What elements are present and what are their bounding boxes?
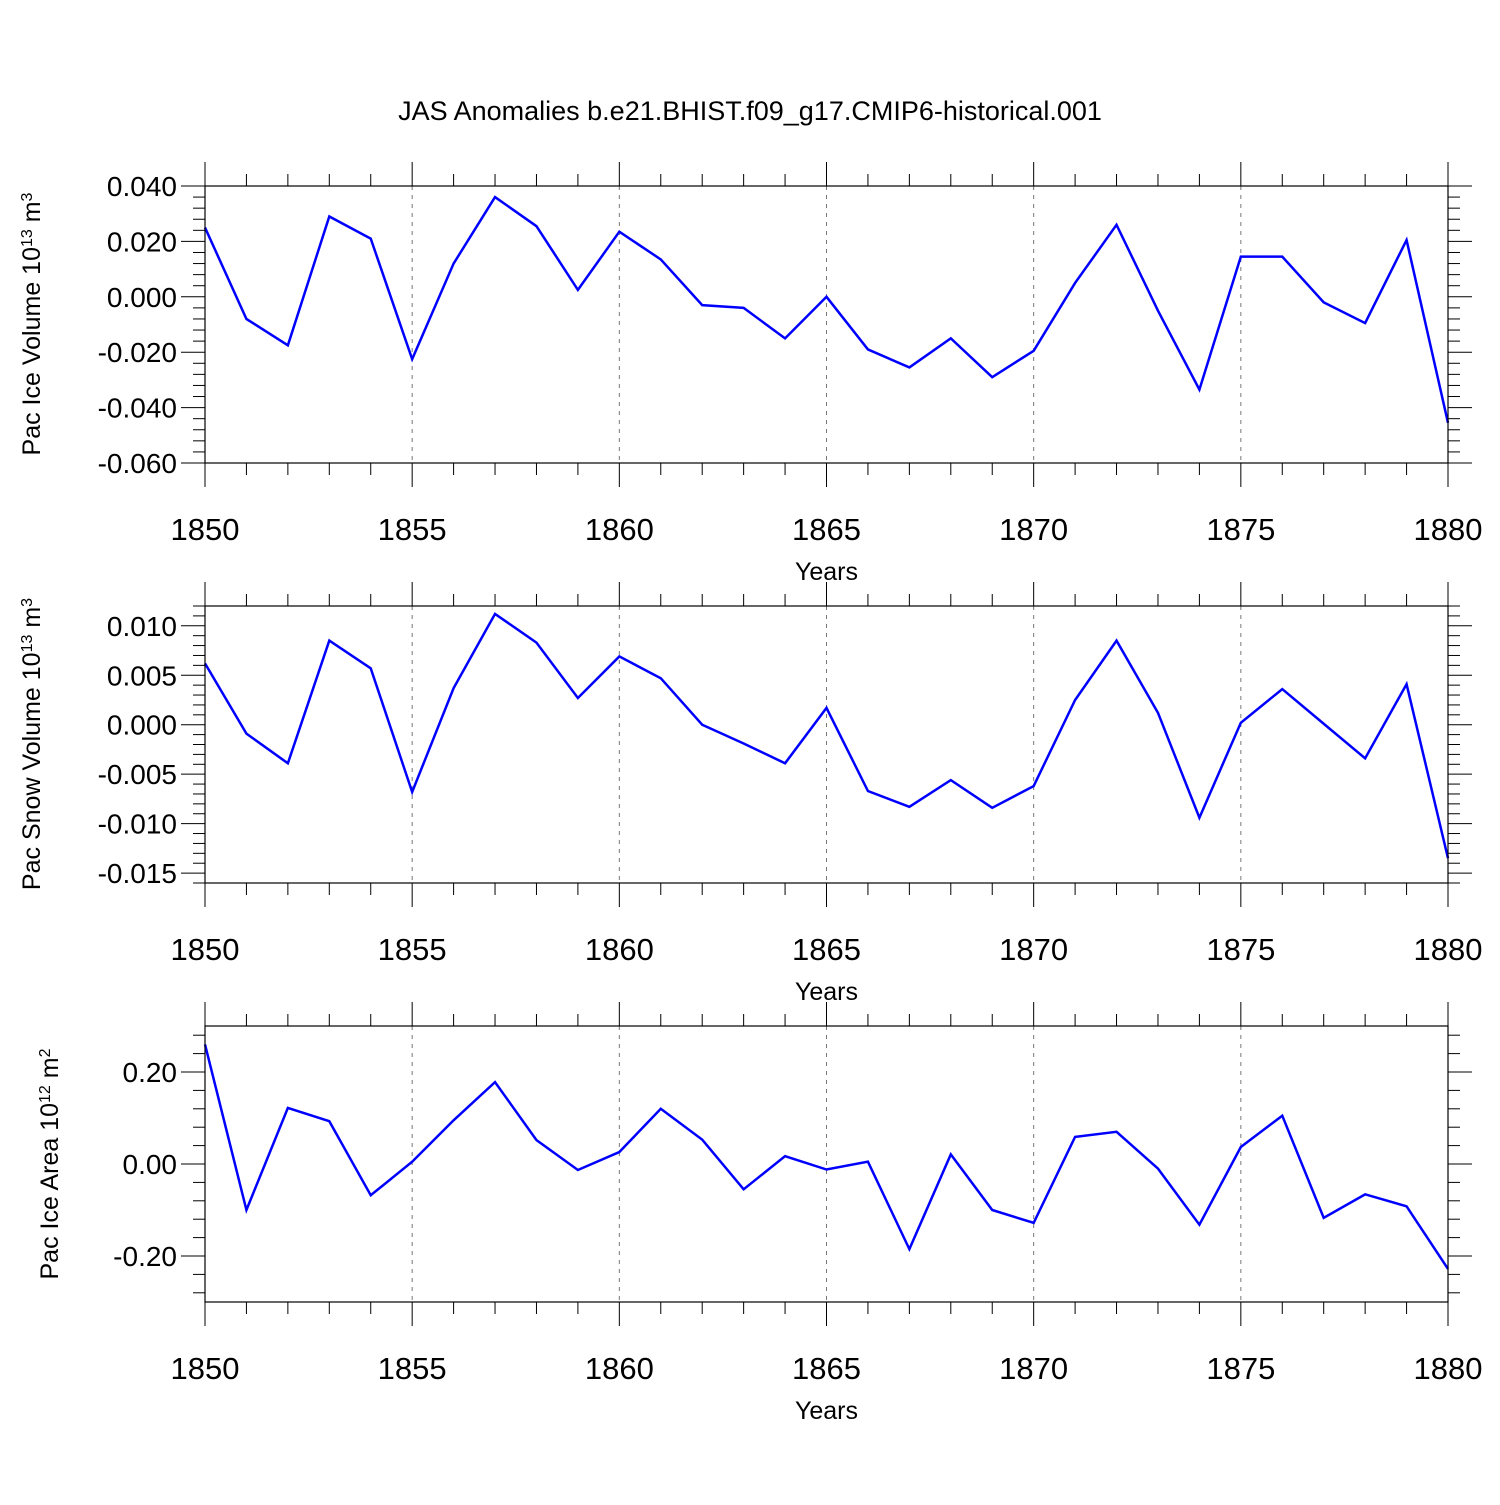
x-tick-label: 1870 [999, 1351, 1068, 1386]
y-tick-label: 0.010 [107, 611, 177, 642]
y-tick-label: 0.005 [107, 660, 177, 691]
panel-1: -0.060 -0.040 -0.020 0.000 0.020 0.040 1850 185… [18, 162, 1482, 586]
panel-2: -0.015 -0.010 -0.005 0.000 0.005 0.010 1850 185… [18, 582, 1482, 1006]
series-line [203, 612, 1450, 859]
x-tick-label: 1870 [999, 512, 1068, 547]
x-tick-label: 1880 [1414, 1351, 1483, 1386]
series-line [203, 1044, 1450, 1270]
x-tick-label: 1855 [378, 1351, 447, 1386]
x-axis-label: Years [795, 978, 858, 1006]
y-tick-label: 0.20 [123, 1057, 178, 1088]
y-tick-label: -0.20 [113, 1241, 177, 1272]
x-tick-label: 1865 [792, 512, 861, 547]
x-tick-label: 1870 [999, 932, 1068, 967]
x-axis-label: Years [795, 558, 858, 586]
x-tick-label: 1860 [585, 1351, 654, 1386]
y-tick-label: 0.020 [107, 226, 177, 257]
x-tick-label: 1850 [171, 512, 240, 547]
y-tick-label: -0.020 [98, 337, 177, 368]
x-tick-label: 1875 [1206, 1351, 1275, 1386]
figure-title: JAS Anomalies b.e21.BHIST.f09_g17.CMIP6-… [398, 96, 1102, 126]
x-tick-label: 1875 [1206, 932, 1275, 967]
y-tick-label: -0.040 [98, 393, 177, 424]
x-tick-label: 1855 [378, 932, 447, 967]
series-line [203, 195, 1450, 424]
y-tick-label: -0.015 [98, 858, 177, 889]
x-tick-label: 1865 [792, 1351, 861, 1386]
x-tick-label: 1855 [378, 512, 447, 547]
x-tick-label: 1860 [585, 512, 654, 547]
x-tick-label: 1860 [585, 932, 654, 967]
x-tick-label: 1865 [792, 932, 861, 967]
x-axis-label: Years [795, 1397, 858, 1425]
x-tick-label: 1880 [1414, 932, 1483, 967]
y-tick-label: -0.005 [98, 759, 177, 790]
x-tick-label: 1850 [171, 932, 240, 967]
y-axis-label: Pac Ice Volume 1013 m3 [18, 192, 46, 455]
x-tick-label: 1850 [171, 1351, 240, 1386]
y-tick-label: -0.060 [98, 448, 177, 479]
y-tick-label: -0.010 [98, 809, 177, 840]
y-axis-label: Pac Ice Area 1012 m2 [36, 1048, 64, 1279]
y-tick-label: 0.00 [123, 1149, 178, 1180]
panel-3: -0.20 0.00 0.20 1850 1855 1860 1865 1870 1875 188… [36, 1002, 1482, 1425]
y-tick-label: 0.000 [107, 710, 177, 741]
y-tick-label: 0.000 [107, 282, 177, 313]
x-tick-label: 1880 [1414, 512, 1483, 547]
y-tick-label: 0.040 [107, 171, 177, 202]
x-tick-label: 1875 [1206, 512, 1275, 547]
y-axis-label: Pac Snow Volume 1013 m3 [18, 598, 46, 890]
